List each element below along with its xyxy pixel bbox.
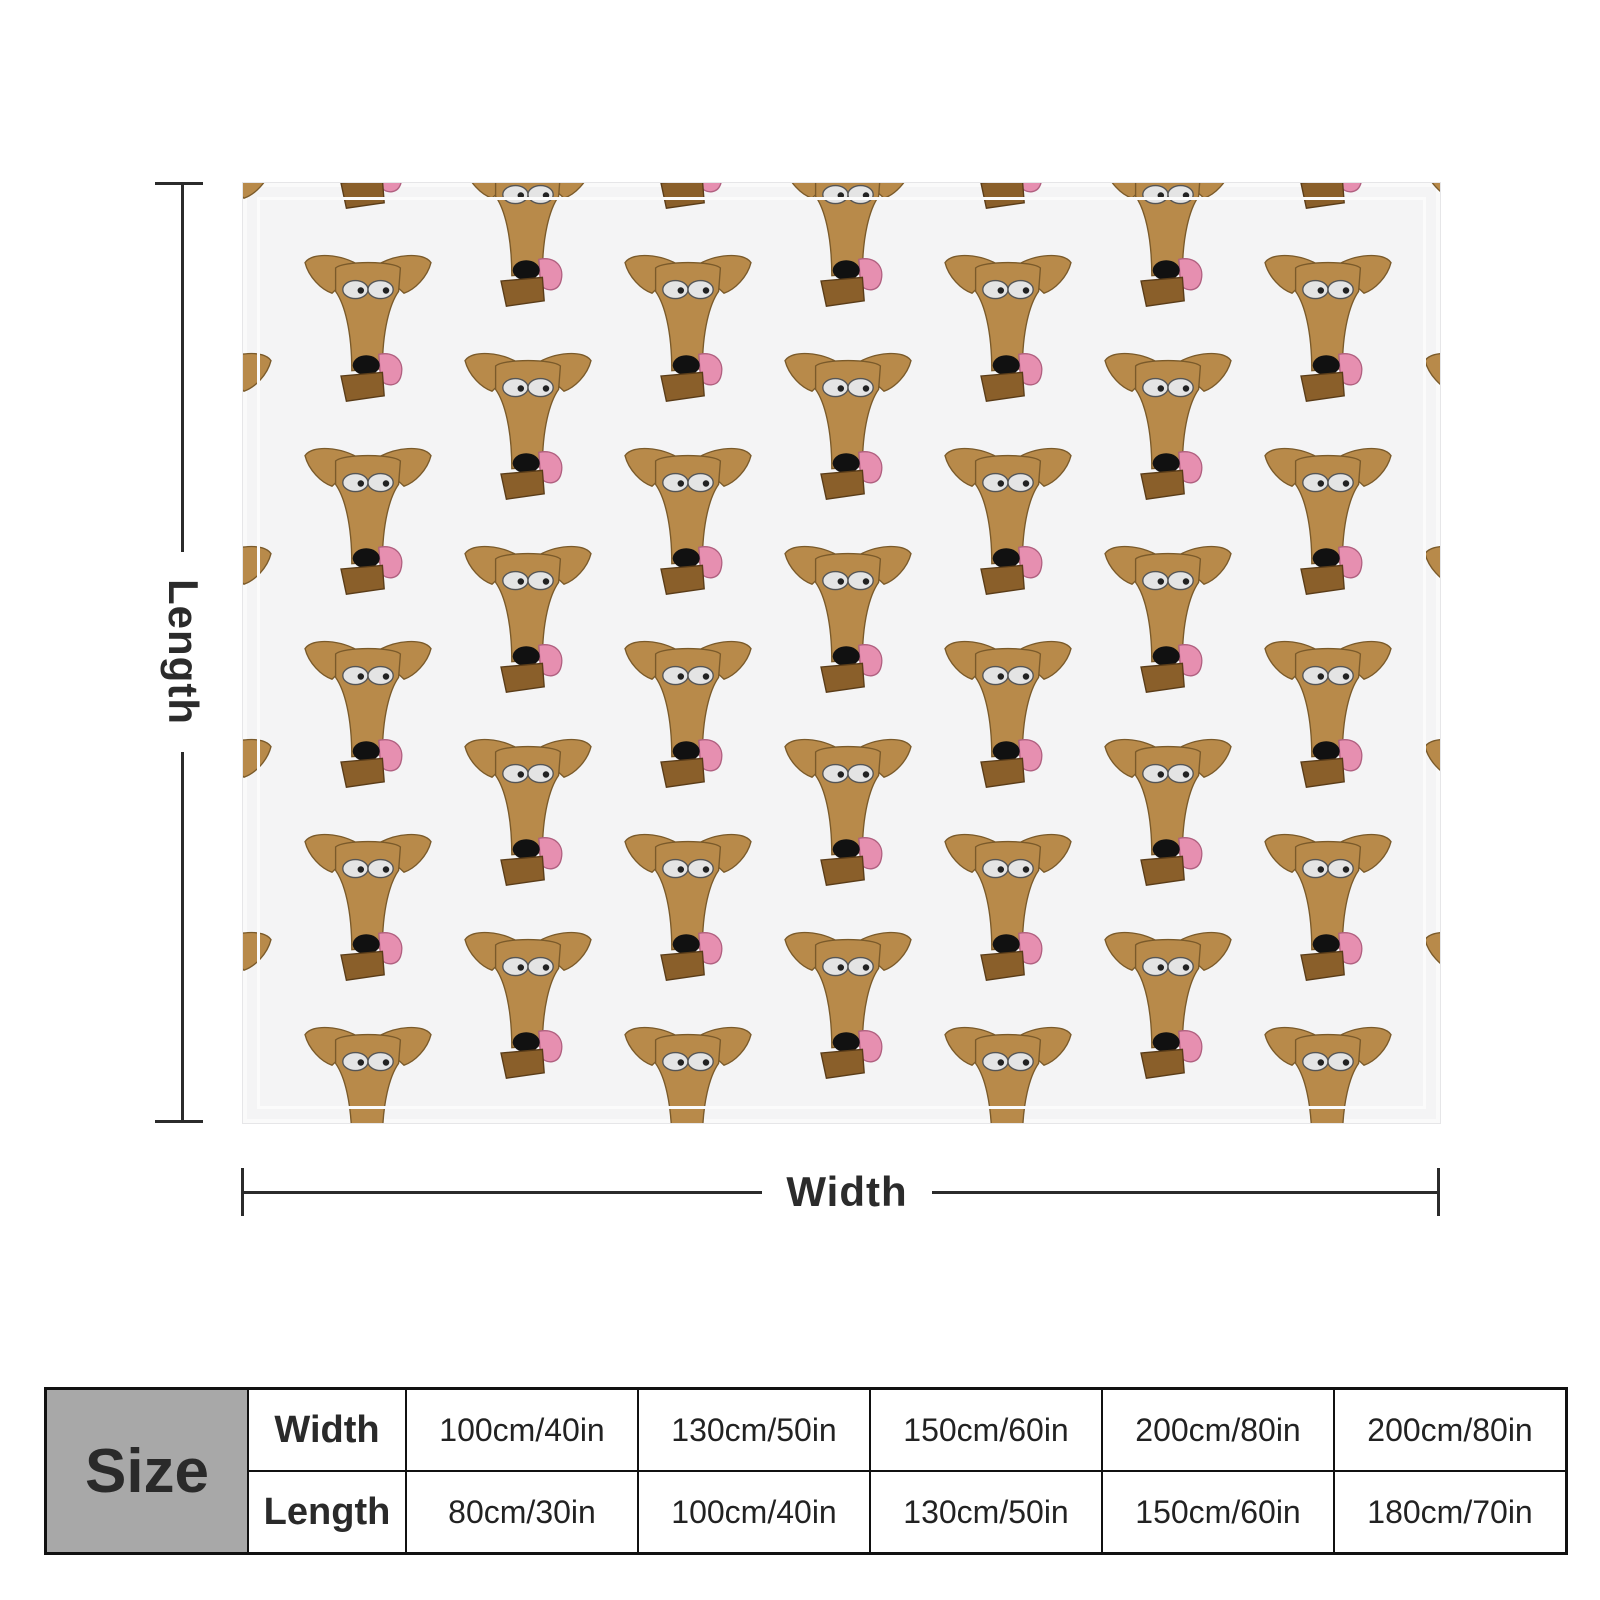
- dog-face-icon: [1104, 931, 1232, 1079]
- dog-face-icon: [784, 738, 912, 886]
- length-label: Length: [160, 579, 207, 725]
- size-table-length-row: Length 80cm/30in 100cm/40in 130cm/50in 1…: [46, 1470, 1568, 1555]
- width-line-right: [932, 1191, 1439, 1194]
- length-cell: 180cm/70in: [1333, 1470, 1568, 1555]
- dog-face-icon: [243, 931, 272, 1079]
- length-cell: 130cm/50in: [869, 1470, 1103, 1555]
- width-label: Width: [786, 1168, 908, 1215]
- dog-face-icon: [624, 1026, 752, 1123]
- dog-face-icon: [1104, 352, 1232, 500]
- dog-face-icon: [304, 833, 432, 981]
- dog-face-icon: [304, 183, 432, 209]
- length-line-top: [181, 182, 184, 552]
- dog-face-icon: [243, 352, 272, 500]
- width-cell: 150cm/60in: [869, 1387, 1103, 1472]
- dog-face-icon: [784, 183, 912, 307]
- dog-face-icon: [464, 931, 592, 1079]
- dog-face-icon: [1264, 183, 1392, 209]
- dog-face-icon: [624, 640, 752, 788]
- dog-face-icon: [1424, 352, 1440, 500]
- dog-face-icon: [1264, 833, 1392, 981]
- dog-face-icon: [944, 640, 1072, 788]
- size-table-width-row: Size Width 100cm/40in 130cm/50in 150cm/6…: [44, 1387, 1568, 1555]
- dog-face-icon: [624, 447, 752, 595]
- dog-face-icon: [304, 254, 432, 402]
- dog-face-icon: [1104, 738, 1232, 886]
- dog-face-icon: [1264, 1026, 1392, 1123]
- dog-face-icon: [784, 352, 912, 500]
- length-bottom-tick: [155, 1120, 203, 1123]
- dog-face-icon: [1424, 183, 1440, 307]
- width-cell: 200cm/80in: [1333, 1387, 1568, 1472]
- length-cell: 150cm/60in: [1101, 1470, 1335, 1555]
- dog-face-icon: [464, 545, 592, 693]
- dog-face-icon: [1104, 183, 1232, 307]
- dog-face-icon: [1264, 447, 1392, 595]
- dog-face-icon: [1264, 254, 1392, 402]
- dog-face-icon: [1424, 738, 1440, 886]
- dog-face-icon: [304, 1026, 432, 1123]
- dog-face-icon: [944, 1026, 1072, 1123]
- width-line-left: [241, 1191, 762, 1194]
- size-table: Size Width 100cm/40in 130cm/50in 150cm/6…: [44, 1387, 1568, 1555]
- dog-face-icon: [304, 640, 432, 788]
- width-row-label: Width: [247, 1387, 407, 1472]
- dog-face-icon: [944, 447, 1072, 595]
- length-row-label: Length: [247, 1470, 407, 1555]
- width-cell: 130cm/50in: [637, 1387, 871, 1472]
- dog-face-icon: [624, 183, 752, 209]
- dog-face-icon: [243, 738, 272, 886]
- dog-face-icon: [1424, 545, 1440, 693]
- dog-face-icon: [304, 447, 432, 595]
- dog-face-icon: [243, 183, 272, 307]
- length-line-bottom: [181, 752, 184, 1122]
- width-cell: 100cm/40in: [405, 1387, 639, 1472]
- dog-face-icon: [624, 833, 752, 981]
- dog-face-icon: [1424, 931, 1440, 1079]
- dog-face-icon: [624, 254, 752, 402]
- dog-face-icon: [784, 545, 912, 693]
- dog-face-icon: [944, 254, 1072, 402]
- dog-face-icon: [464, 183, 592, 307]
- blanket-preview: [242, 182, 1441, 1124]
- dog-face-icon: [1104, 545, 1232, 693]
- dog-face-icon: [243, 545, 272, 693]
- width-cell: 200cm/80in: [1101, 1387, 1335, 1472]
- dog-face-icon: [784, 931, 912, 1079]
- dog-pattern: [243, 183, 1440, 1123]
- width-right-tick: [1437, 1168, 1440, 1216]
- size-table-header: Size: [44, 1387, 249, 1555]
- dog-face-icon: [464, 738, 592, 886]
- dog-face-icon: [1264, 640, 1392, 788]
- dog-face-icon: [944, 833, 1072, 981]
- length-cell: 80cm/30in: [405, 1470, 639, 1555]
- dog-face-icon: [464, 352, 592, 500]
- length-cell: 100cm/40in: [637, 1470, 871, 1555]
- length-top-tick: [155, 182, 203, 185]
- dog-face-icon: [944, 183, 1072, 209]
